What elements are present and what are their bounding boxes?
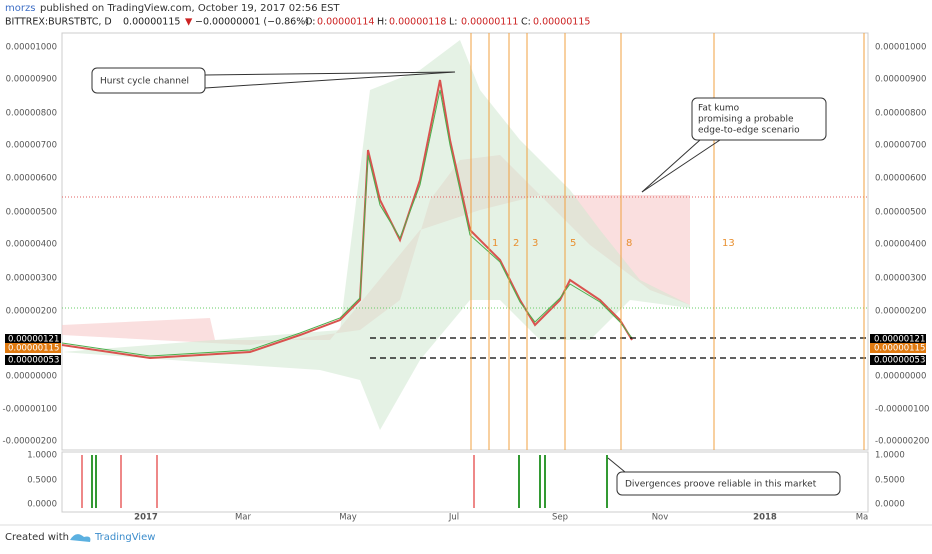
time-label: Jul — [448, 513, 459, 523]
symbol-info: BITTREX:BURSTBTC, D — [5, 17, 112, 28]
symbol-info: L: — [449, 17, 458, 28]
symbol-info: ▼ — [185, 17, 193, 28]
annotation: promising a probable — [698, 115, 794, 125]
divergence-callout: Divergences proove reliable in this mark… — [607, 457, 841, 496]
indicator-label: 1.0000 — [27, 451, 57, 461]
price-label: -0.00000100 — [875, 405, 929, 415]
time-label: Mar — [235, 513, 252, 523]
price-label: 0.00000800 — [6, 109, 57, 119]
price-marker-box — [870, 334, 926, 344]
logo — [70, 534, 91, 542]
symbol-info: O: — [305, 17, 316, 28]
price-marker-box — [5, 343, 61, 353]
hurst-callout: Hurst cycle channel — [91, 67, 456, 94]
published: published on TradingView.com, October 19… — [40, 3, 340, 14]
price-marker: 0.00000121 — [8, 335, 59, 345]
price-label: 0.00000600 — [875, 174, 926, 184]
price-label: -0.00000200 — [3, 437, 57, 447]
time-label: May — [339, 513, 357, 523]
price-marker: 0.00000053 — [874, 356, 925, 366]
time-label: 2017 — [134, 513, 158, 523]
price-label: 0.00000400 — [6, 240, 57, 250]
symbol-info: −0.00000001 (−0.86%) — [195, 17, 309, 28]
price-label: 0.00000000 — [875, 372, 926, 382]
cycle-number: 5 — [570, 238, 576, 249]
symbol-info: C: — [521, 17, 531, 28]
time-label: Nov — [652, 513, 669, 523]
price-marker: 0.00000115 — [874, 344, 925, 354]
price-label: 0.00000900 — [875, 75, 926, 85]
price-marker: 0.00000053 — [8, 356, 59, 366]
price-marker: 0.00000121 — [874, 335, 925, 345]
annotation: Divergences proove reliable in this mark… — [625, 480, 817, 490]
cycle-number: 8 — [626, 238, 632, 249]
cloud — [61, 40, 690, 430]
symbol-info: H: — [377, 17, 387, 28]
price-label: 0.00000700 — [875, 141, 926, 151]
symbol-info: 0.00000115 — [123, 17, 180, 28]
price-label: 0.00001000 — [875, 43, 926, 53]
price-label: 0.00000900 — [6, 75, 57, 85]
price-marker-box — [870, 355, 926, 365]
price-marker: 0.00000115 — [8, 344, 59, 354]
price-label: 0.00000400 — [875, 240, 926, 250]
price-label: 0.00000800 — [875, 109, 926, 119]
price-label: 0.00000600 — [6, 174, 57, 184]
main-panel — [61, 32, 869, 451]
price-label: 0.00000700 — [6, 141, 57, 151]
annotation: Hurst cycle channel — [100, 77, 189, 87]
cycle-number: 2 — [513, 238, 519, 249]
symbol-line: BITTREX:BURSTBTC, D 0.00000115 ▼ −0.0000000… — [5, 17, 590, 28]
indicator-label: 1.0000 — [875, 451, 905, 461]
divergence-bars — [81, 455, 608, 508]
author[interactable]: morzs — [5, 3, 35, 14]
annotation: Fat kumo — [698, 104, 740, 114]
price-label: 0.00001000 — [6, 43, 57, 53]
price-label: 0.00000500 — [875, 208, 926, 218]
price-label: 0.00000300 — [6, 274, 57, 284]
time-label: 2018 — [753, 513, 777, 523]
time-label: Ma — [856, 513, 869, 523]
cycle-number: 1 — [492, 238, 498, 249]
kumo-callout: Fat kumo promising a probable edge-to-ed… — [641, 97, 827, 193]
symbol-info: 0.00000114 — [317, 17, 374, 28]
price-label: 0.00000200 — [875, 307, 926, 317]
price-label: 0.00000200 — [6, 307, 57, 317]
price-label: -0.00000100 — [3, 405, 57, 415]
symbol-info: 0.00000115 — [533, 17, 590, 28]
price-marker-box — [5, 355, 61, 365]
brand[interactable]: TradingView — [94, 532, 155, 543]
annotation: edge-to-edge scenario — [698, 126, 800, 136]
price-label: 0.00000000 — [6, 372, 57, 382]
price-label: -0.00000200 — [875, 437, 929, 447]
indicator-label: 0.5000 — [27, 476, 57, 486]
indicator-panel — [61, 451, 869, 513]
indicator-label: 0.0000 — [27, 500, 57, 510]
price-marker-box — [5, 334, 61, 344]
symbol-info: 0.00000118 — [389, 17, 446, 28]
indicator-label: 0.5000 — [875, 476, 905, 486]
price-label: 0.00000500 — [6, 208, 57, 218]
time-label: Sep — [552, 513, 568, 523]
price-marker-box — [870, 343, 926, 353]
cycle-lines — [470, 33, 865, 450]
price-label: 0.00000300 — [875, 274, 926, 284]
cycle-number: 3 — [532, 238, 538, 249]
symbol-info: 0.00000111 — [461, 17, 518, 28]
indicator-label: 0.0000 — [875, 500, 905, 510]
footer-text: Created with — [5, 532, 69, 543]
cycle-number: 13 — [722, 238, 735, 249]
